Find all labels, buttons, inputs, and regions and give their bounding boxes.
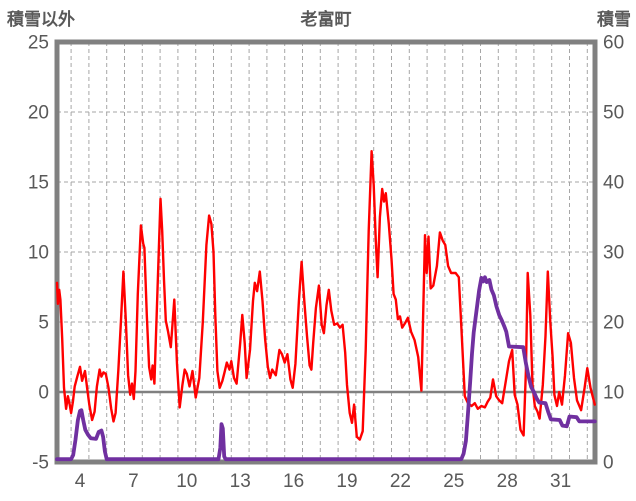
left-axis-tick-label: -5	[32, 453, 49, 474]
right-axis-tick-label: 10	[603, 383, 624, 404]
right-axis-tick-label: 30	[603, 243, 624, 264]
x-axis-tick-label: 28	[497, 471, 518, 492]
x-axis-tick-label: 13	[230, 471, 251, 492]
x-axis-tick-label: 19	[336, 471, 357, 492]
x-axis-tick-label: 31	[550, 471, 571, 492]
right-axis-tick-label: 20	[603, 313, 624, 334]
x-axis-tick-label: 25	[443, 471, 464, 492]
x-axis-tick-label: 4	[75, 471, 86, 492]
non-snow-series-line	[55, 149, 596, 441]
right-axis-tick-label: 50	[603, 103, 624, 124]
snow-depth-series-line	[55, 275, 597, 462]
x-axis-tick-label: 10	[176, 471, 197, 492]
right-axis-tick-label: 0	[603, 453, 614, 474]
chart-title: 老富町	[300, 10, 352, 29]
x-axis-tick-label: 16	[283, 471, 304, 492]
x-axis-tick-label: 22	[390, 471, 411, 492]
left-axis-tick-label: 5	[38, 313, 49, 334]
right-axis-title: 積雪	[597, 10, 631, 29]
left-axis-tick-label: 10	[28, 243, 49, 264]
plot-border	[54, 39, 598, 465]
left-axis-tick-label: 0	[38, 383, 49, 404]
left-axis-title: 積雪以外	[7, 10, 75, 29]
right-axis-tick-label: 40	[603, 173, 624, 194]
left-axis-tick-label: 20	[28, 103, 49, 124]
left-axis-tick-label: 15	[28, 173, 49, 194]
left-axis-tick-label: 25	[28, 33, 49, 54]
x-axis-tick-label: 7	[128, 471, 139, 492]
right-axis-tick-label: 60	[603, 33, 624, 54]
